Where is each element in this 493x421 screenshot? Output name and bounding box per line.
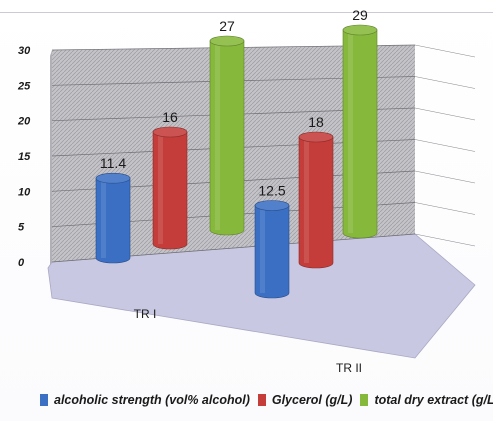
- bar-tr-ii-series-2: [298, 131, 334, 269]
- data-label: 27: [219, 18, 235, 34]
- bar-tr-ii-series-3: [342, 24, 378, 239]
- y-tick-label: 0: [18, 257, 25, 269]
- legend-label: alcoholic strength (vol% alcohol): [54, 393, 250, 407]
- bar-tr-i-series-2: [152, 126, 188, 250]
- side-wall: [50, 50, 52, 268]
- data-label: 12.5: [258, 183, 285, 199]
- gridline-ext-30: [414, 44, 476, 58]
- legend-item: total dry extract (g/L): [360, 393, 493, 407]
- y-tick-label: 10: [18, 186, 31, 198]
- bar-tr-i-series-3: [209, 35, 245, 236]
- y-axis-ticks: 0 5 10 15 20 25 30: [17, 45, 31, 269]
- gridline-ext-25: [414, 76, 476, 89]
- category-label: TR I: [134, 307, 157, 321]
- gridline-ext-20: [414, 107, 476, 121]
- legend-item: alcoholic strength (vol% alcohol): [40, 393, 250, 407]
- category-labels: TR I TR II: [134, 307, 362, 375]
- gridline-ext-5: [414, 202, 476, 215]
- data-label: 16: [162, 109, 178, 125]
- legend-swatch: [360, 394, 369, 406]
- category-label: TR II: [336, 361, 362, 375]
- frame-border: [0, 12, 493, 13]
- gridline-ext-10: [414, 170, 476, 184]
- data-label: 18: [308, 114, 324, 130]
- bar-tr-i-series-1: [95, 172, 131, 264]
- data-label: 11.4: [100, 155, 126, 171]
- legend-swatch: [257, 394, 266, 406]
- data-labels: 27 29 16 18 11.4 12.5: [100, 7, 368, 199]
- chart-bars: [95, 24, 378, 299]
- legend-label: total dry extract (g/L): [374, 393, 493, 407]
- legend-label: Glycerol (g/L): [271, 393, 353, 407]
- chart-legend: alcoholic strength (vol% alcohol) Glycero…: [40, 390, 493, 410]
- y-tick-label: 30: [18, 45, 31, 57]
- y-tick-label: 25: [17, 80, 31, 92]
- y-tick-label: 15: [18, 151, 31, 163]
- legend-item: Glycerol (g/L): [257, 393, 353, 407]
- data-label: 29: [352, 7, 368, 23]
- bar-tr-ii-series-1: [254, 200, 290, 299]
- y-tick-label: 5: [18, 222, 25, 234]
- gridline-ext-15: [414, 139, 476, 152]
- gridline-ext-0: [414, 233, 476, 247]
- legend-swatch: [40, 394, 48, 406]
- y-tick-label: 20: [17, 116, 31, 128]
